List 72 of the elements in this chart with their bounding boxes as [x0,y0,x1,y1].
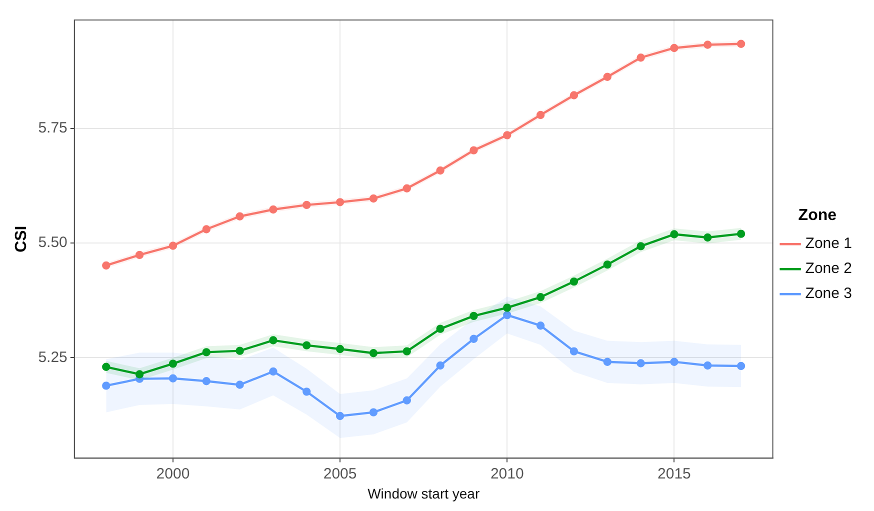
point [202,377,210,386]
point [102,362,110,371]
point [135,250,144,260]
point [603,260,612,269]
point [670,230,678,238]
point [436,361,444,370]
x-tick-label: 2005 [323,465,357,482]
x-tick-label: 2010 [490,465,524,482]
point [570,277,578,286]
x-tick-label: 2015 [658,465,691,482]
point [102,261,110,270]
point [202,225,210,234]
point [704,233,712,242]
legend-label: Zone 3 [805,285,852,302]
point [269,367,278,376]
point [670,44,678,52]
legend-label: Zone 1 [805,235,852,252]
point [704,40,712,49]
point [402,347,411,356]
point [269,336,278,344]
point [470,334,478,343]
point [302,388,311,396]
point [236,212,244,220]
point [369,349,378,358]
point [570,347,578,356]
point [603,72,612,81]
y-tick-label: 5.75 [38,119,68,136]
point [670,358,678,366]
point [369,194,378,203]
point [302,341,311,350]
point [436,166,444,175]
point [503,304,512,312]
point [603,358,612,366]
point [302,200,311,210]
point [202,348,210,356]
point [168,360,178,368]
point [536,110,545,120]
point [503,310,512,320]
point [503,131,512,140]
point [168,374,178,382]
legend-title: Zone [798,206,837,224]
point [436,324,444,333]
point [636,242,645,250]
point [402,396,411,404]
point [402,184,411,192]
point [736,40,746,48]
point [636,54,645,62]
point [236,380,244,389]
x-axis-title: Window start year [368,485,480,502]
point [168,242,178,250]
point [336,412,344,420]
point [736,230,746,238]
point [736,362,746,370]
point [470,312,478,320]
point [236,346,244,355]
point [536,321,545,330]
point [704,361,712,370]
point [135,370,144,378]
point [336,198,344,206]
point [536,293,545,302]
x-tick-label: 2000 [156,465,190,482]
y-axis-title: CSI [13,226,30,252]
point [636,359,645,368]
point [570,91,578,100]
y-tick-label: 5.25 [38,348,68,366]
point [470,146,478,154]
point [369,408,378,416]
legend-label: Zone 2 [805,260,852,278]
point [336,344,344,354]
point [269,205,278,214]
y-tick-label: 5.50 [38,234,68,252]
point [102,382,110,390]
